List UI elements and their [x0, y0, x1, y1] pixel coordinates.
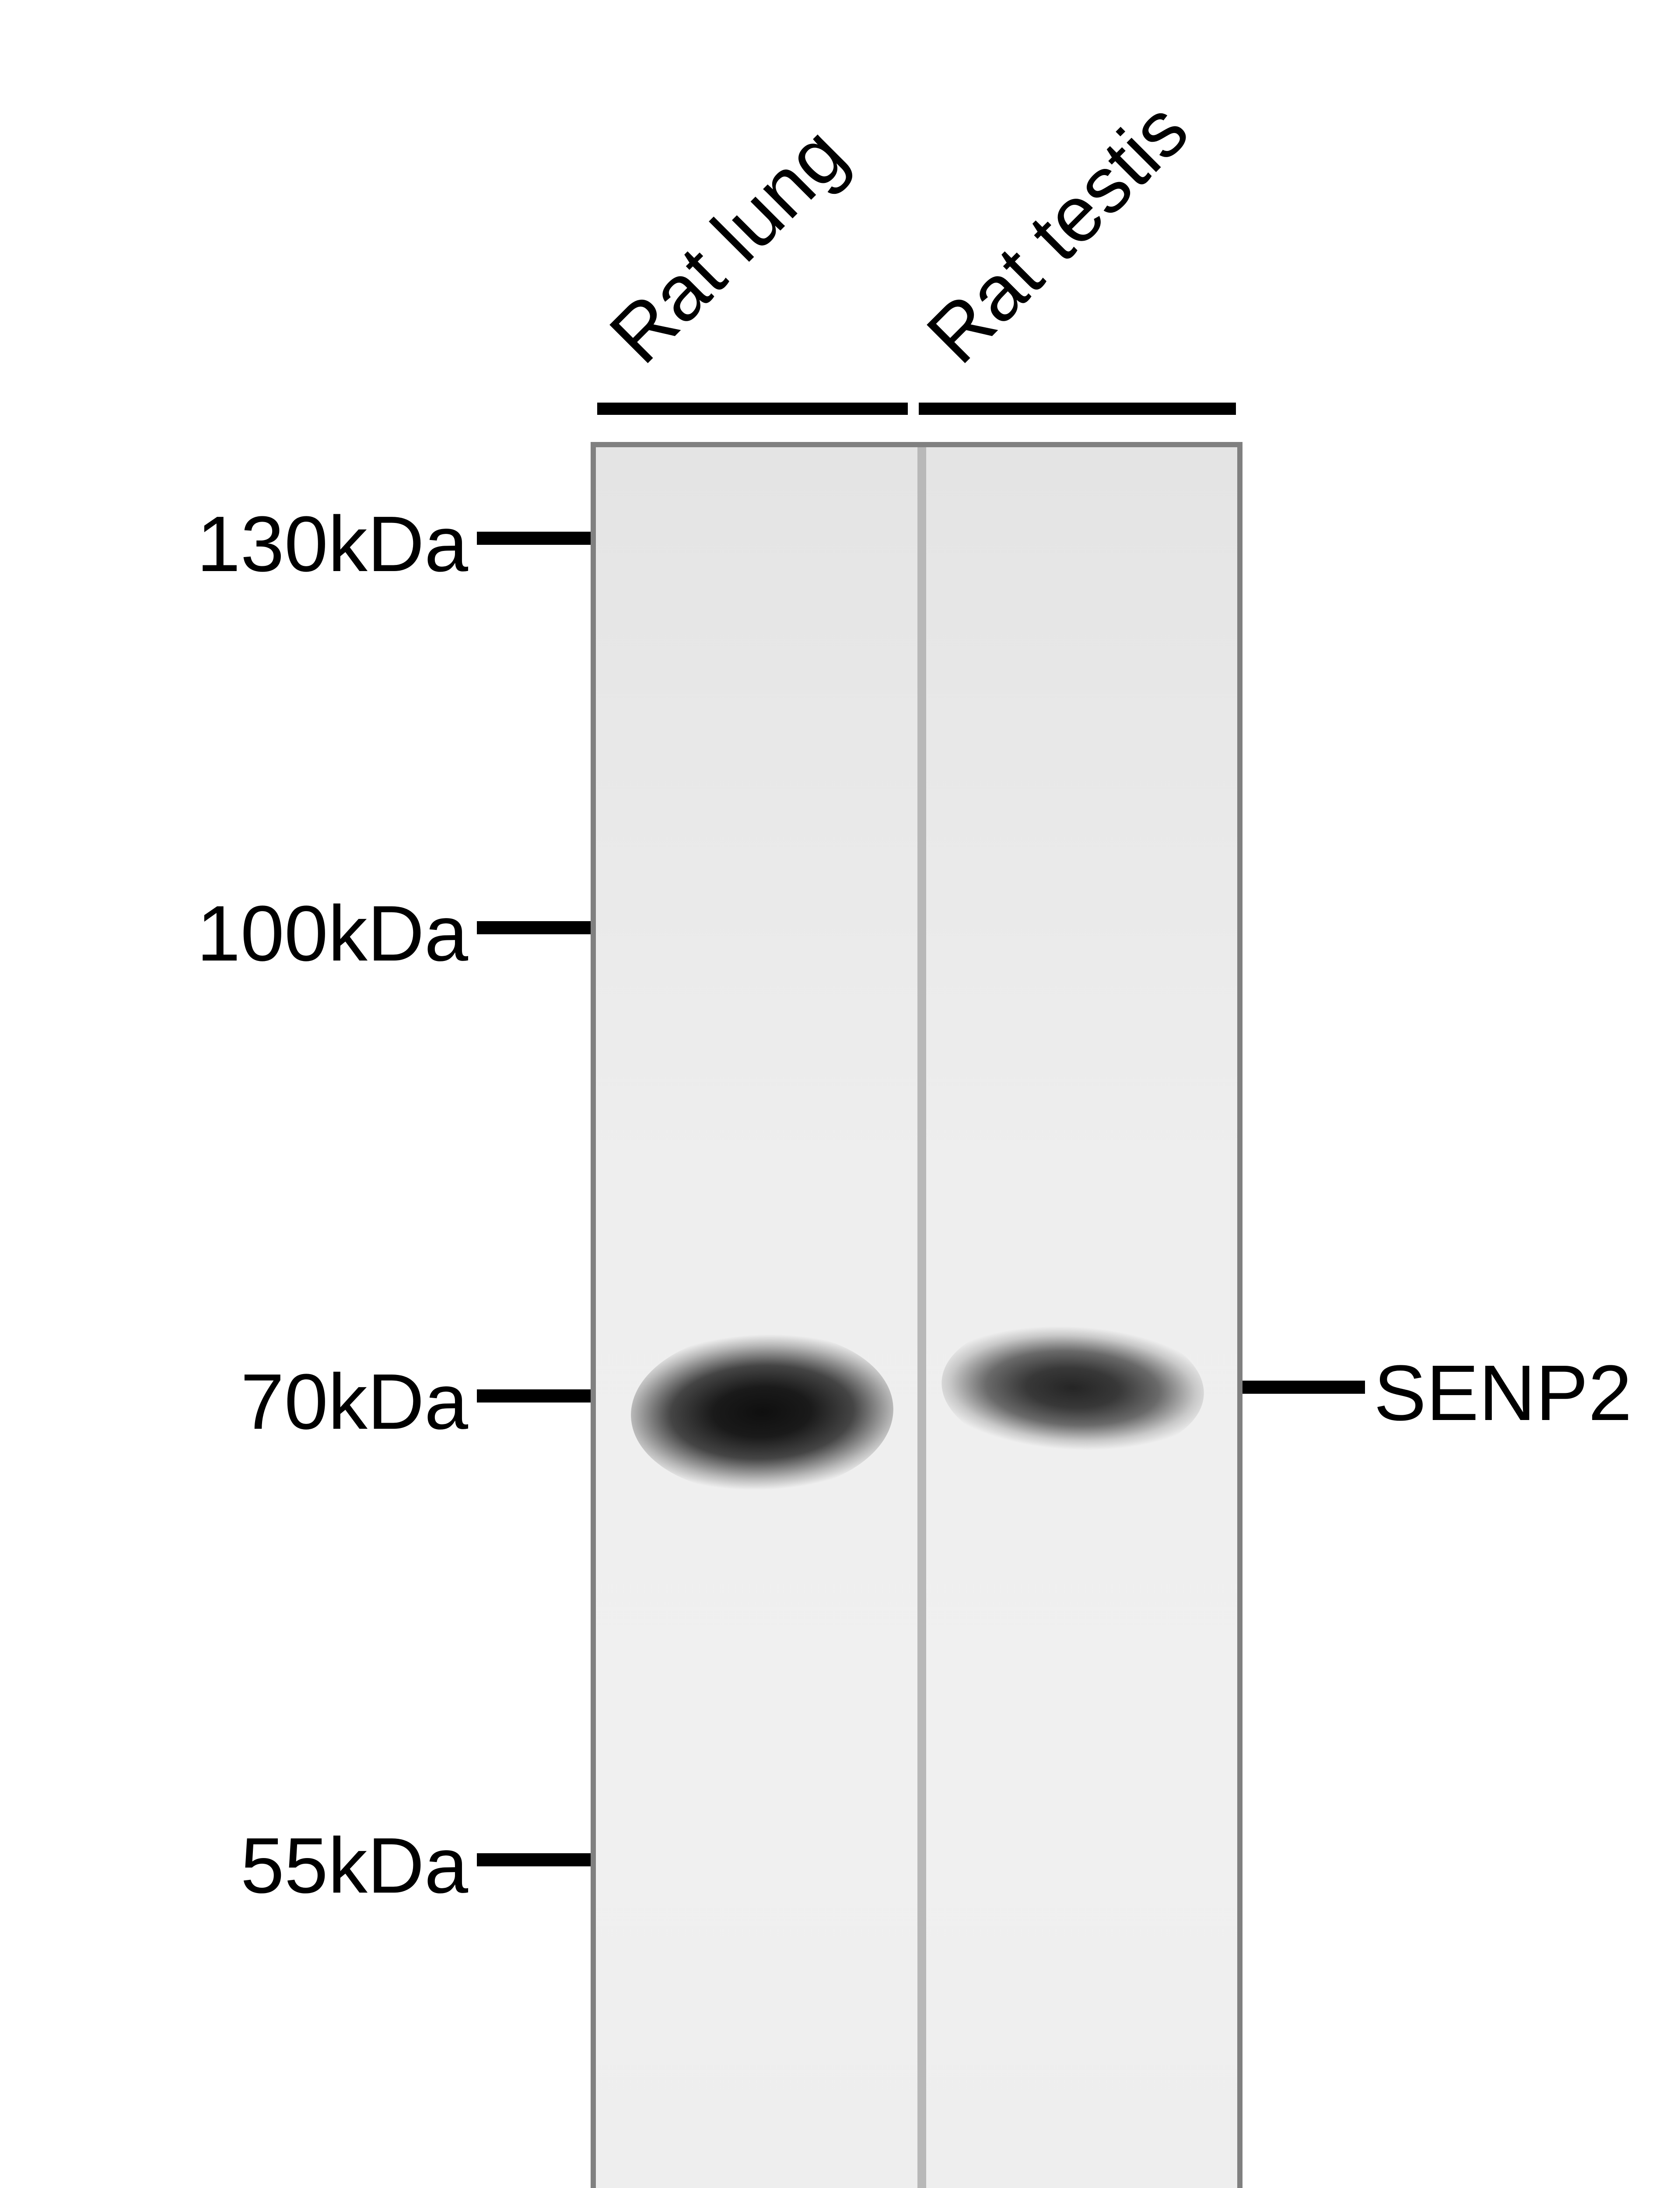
mw-label-55: 55kDa	[241, 1820, 468, 1911]
lane-underline-2	[919, 403, 1236, 415]
protein-label: SENP2	[1374, 1348, 1632, 1438]
lane-underline-1	[597, 403, 908, 415]
lane-label-2: Rat testis	[910, 84, 1206, 381]
blot-membrane	[591, 442, 1242, 2188]
mw-tick-55	[477, 1853, 591, 1866]
mw-tick-100	[477, 921, 591, 934]
lane-label-1: Rat lung	[592, 109, 864, 381]
mw-tick-130	[477, 532, 591, 545]
mw-label-70: 70kDa	[241, 1357, 468, 1447]
blot-background	[596, 447, 1237, 2188]
western-blot-figure: Rat lung Rat testis 130kDa 100kDa 70kDa …	[0, 0, 1680, 2188]
lane-divider	[917, 447, 926, 2188]
mw-tick-70	[477, 1389, 591, 1403]
mw-label-100: 100kDa	[197, 888, 468, 979]
mw-label-130: 130kDa	[197, 499, 468, 589]
protein-tick	[1242, 1381, 1365, 1394]
